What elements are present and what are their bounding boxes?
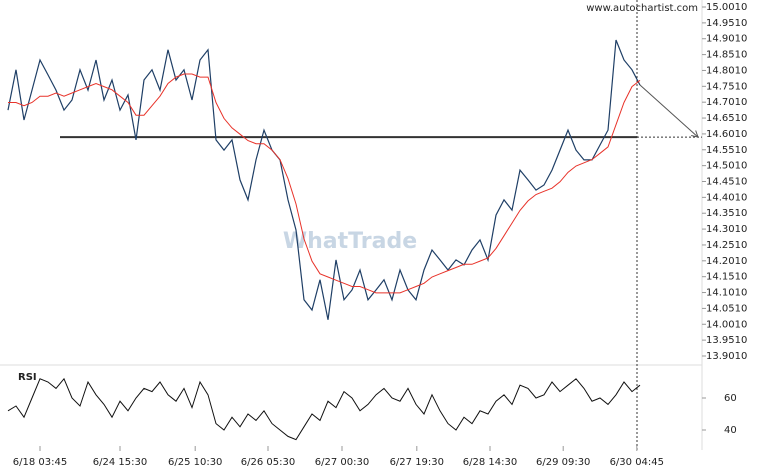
y-tick-label: 14.6010 bbox=[706, 129, 747, 140]
y-tick-label: 14.9010 bbox=[706, 34, 747, 45]
y-tick-label: 14.6510 bbox=[706, 113, 747, 124]
x-tick-label: 6/27 19:30 bbox=[390, 457, 444, 468]
forecast-arrow bbox=[639, 84, 699, 138]
y-tick-label: 14.5010 bbox=[706, 161, 747, 172]
x-tick-label: 6/27 00:30 bbox=[315, 457, 369, 468]
y-tick-label: 14.2010 bbox=[706, 256, 747, 267]
y-tick-label: 15.0010 bbox=[706, 2, 747, 13]
y-tick-label: 13.9010 bbox=[706, 351, 747, 362]
site-label: www.autochartist.com bbox=[586, 3, 698, 14]
y-tick-label: 14.1010 bbox=[706, 288, 747, 299]
x-tick-label: 6/26 05:30 bbox=[241, 457, 295, 468]
y-tick-label: 40 bbox=[724, 425, 737, 436]
series-line bbox=[8, 73, 641, 294]
y-tick-label: 14.0510 bbox=[706, 303, 747, 314]
y-tick-label: 14.9510 bbox=[706, 18, 747, 29]
y-tick-label: 14.4010 bbox=[706, 192, 747, 203]
x-tick-label: 6/25 10:30 bbox=[168, 457, 222, 468]
y-tick-label: 14.5510 bbox=[706, 145, 747, 156]
rsi-title: RSI bbox=[18, 372, 37, 383]
x-tick-label: 6/18 03:45 bbox=[13, 457, 67, 468]
y-tick-label: 14.7510 bbox=[706, 81, 747, 92]
x-tick-label: 6/24 15:30 bbox=[93, 457, 147, 468]
y-tick-label: 13.9510 bbox=[706, 335, 747, 346]
y-tick-label: 14.0010 bbox=[706, 319, 747, 330]
y-tick-label: 14.3510 bbox=[706, 208, 747, 219]
y-tick-label: 14.1510 bbox=[706, 272, 747, 283]
y-tick-label: 14.3010 bbox=[706, 224, 747, 235]
x-tick-label: 6/29 09:30 bbox=[536, 457, 590, 468]
y-tick-label: 14.7010 bbox=[706, 97, 747, 108]
series-line bbox=[7, 377, 641, 441]
x-tick-label: 6/28 14:30 bbox=[463, 457, 517, 468]
series-line bbox=[7, 39, 641, 320]
x-tick-label: 6/30 04:45 bbox=[610, 457, 664, 468]
y-tick-label: 14.8510 bbox=[706, 50, 747, 61]
forecast-arrowhead bbox=[691, 130, 699, 138]
y-tick-label: 14.8010 bbox=[706, 65, 747, 76]
y-tick-label: 60 bbox=[724, 393, 737, 404]
y-tick-label: 14.2510 bbox=[706, 240, 747, 251]
y-tick-label: 14.4510 bbox=[706, 177, 747, 188]
